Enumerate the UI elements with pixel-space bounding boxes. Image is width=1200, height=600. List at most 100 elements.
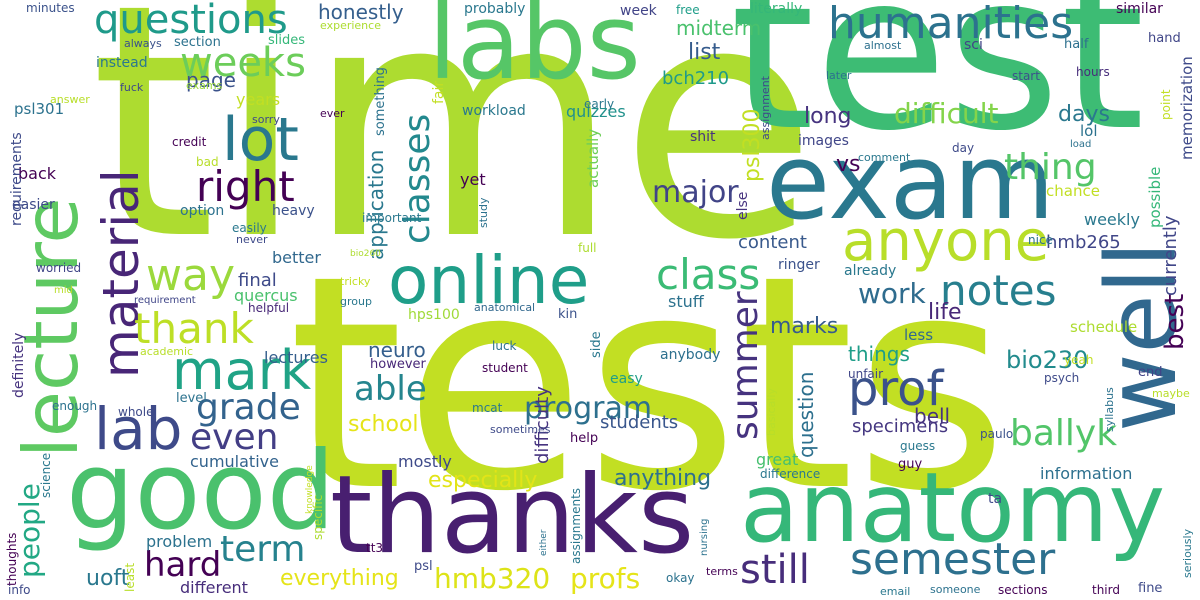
- word-full: full: [578, 241, 597, 255]
- word-cumulative: cumulative: [190, 452, 279, 471]
- word-ta: ta: [988, 491, 1003, 507]
- word-probably: probably: [464, 1, 526, 17]
- word-honestly: honestly: [318, 0, 404, 24]
- word-lab: lab: [94, 395, 183, 463]
- word-anyone: anyone: [842, 209, 1050, 274]
- word-psl: psl: [414, 559, 433, 574]
- word-syllabus: syllabus: [1103, 387, 1116, 432]
- word-students: students: [600, 412, 679, 433]
- word-schedule: schedule: [1070, 318, 1138, 336]
- word-midterm: midterm: [676, 16, 762, 40]
- word-assignment: assignment: [759, 76, 772, 140]
- word-workload: workload: [462, 103, 526, 119]
- word-similar: similar: [1116, 1, 1163, 17]
- word-especially: especially: [428, 468, 538, 493]
- word-section: section: [174, 35, 221, 50]
- word-thing: thing: [1004, 147, 1097, 188]
- word-free: free: [676, 3, 700, 17]
- word-lol: lol: [1080, 122, 1098, 140]
- word-memorization: memorization: [1178, 56, 1196, 160]
- word-lectures: lectures: [264, 348, 328, 367]
- word-prof: prof: [848, 361, 944, 417]
- word-luck: luck: [492, 339, 517, 353]
- word-great: great: [756, 450, 799, 469]
- word-things: things: [848, 342, 910, 366]
- word-already: already: [844, 263, 897, 279]
- word-thank: thank: [134, 304, 254, 353]
- word-kin: kin: [558, 307, 578, 322]
- word-notes: notes: [940, 266, 1057, 315]
- word-possible: possible: [1146, 166, 1164, 228]
- word-list: list: [688, 40, 721, 65]
- word-requirement: requirement: [134, 295, 196, 306]
- word-never: never: [236, 233, 268, 246]
- word-sometimes: sometimes: [490, 423, 551, 436]
- word-ringer: ringer: [778, 257, 820, 273]
- word-mark: mark: [172, 339, 312, 402]
- word-assignments: assignments: [569, 487, 583, 564]
- word-side: side: [589, 331, 604, 358]
- word-mcat: mcat: [472, 401, 503, 415]
- word-work: work: [858, 277, 926, 310]
- word-online: online: [388, 242, 590, 319]
- word-either: either: [539, 529, 549, 556]
- word-anything: anything: [614, 466, 712, 491]
- word-early: early: [584, 97, 615, 111]
- word-quercus: quercus: [234, 286, 298, 305]
- word-email: email: [880, 585, 911, 598]
- word-terms: terms: [706, 565, 738, 578]
- word-psych: psych: [1044, 371, 1080, 385]
- word-difficult: difficult: [894, 97, 999, 130]
- word-credit: credit: [172, 135, 207, 149]
- word-class: class: [656, 250, 761, 299]
- word-major: major: [652, 175, 739, 210]
- word-however: however: [370, 357, 426, 372]
- word-else: else: [735, 191, 751, 220]
- word-chance: chance: [1046, 182, 1100, 200]
- word-stuff: stuff: [668, 292, 704, 311]
- word-lot: lot: [222, 105, 299, 175]
- word-summer: summer: [725, 291, 766, 440]
- word-information: information: [1040, 464, 1133, 483]
- word-lecture: lecture: [7, 197, 95, 459]
- word-day: day: [952, 141, 975, 155]
- word-uoft: uoft: [86, 566, 130, 591]
- word-good: good: [66, 429, 336, 554]
- word-student: student: [482, 361, 528, 375]
- word-everything: everything: [280, 566, 399, 591]
- word-bell: bell: [914, 404, 951, 428]
- word-grade: grade: [196, 387, 301, 428]
- word-end: end: [1138, 365, 1163, 380]
- word-yet: yet: [460, 170, 486, 189]
- word-experience: experience: [320, 19, 381, 32]
- word-anatomical: anatomical: [474, 301, 536, 314]
- word-content: content: [738, 232, 807, 253]
- word-shit: shit: [690, 129, 716, 145]
- word-nursing: nursing: [699, 518, 710, 556]
- word-mid: mid: [54, 285, 73, 296]
- word-anatomy: anatomy: [740, 452, 1166, 564]
- word-helpful: helpful: [248, 301, 290, 315]
- word-bio260: bio260: [350, 249, 381, 259]
- word-term: term: [220, 529, 306, 570]
- word-third: third: [1092, 583, 1120, 597]
- word-seriously: seriously: [1181, 528, 1194, 578]
- word-hours: hours: [1076, 65, 1110, 79]
- word-group: group: [340, 295, 372, 308]
- word-weeks: weeks: [180, 40, 306, 86]
- word-answer: answer: [50, 93, 90, 106]
- word-bch210: bch210: [662, 68, 730, 89]
- word-tricky: tricky: [340, 275, 371, 288]
- word-maybe: maybe: [1152, 387, 1190, 400]
- word-better: better: [272, 248, 321, 267]
- word-bad: bad: [196, 155, 219, 169]
- word-final: final: [238, 270, 277, 291]
- word-easy: easy: [610, 371, 643, 387]
- word-difference: difference: [760, 467, 821, 481]
- word-fine: fine: [1138, 581, 1163, 596]
- word-something: something: [373, 67, 388, 136]
- word-minutes: minutes: [26, 1, 75, 15]
- word-exams: exams: [186, 79, 223, 92]
- word-hmb265: hmb265: [1046, 232, 1121, 253]
